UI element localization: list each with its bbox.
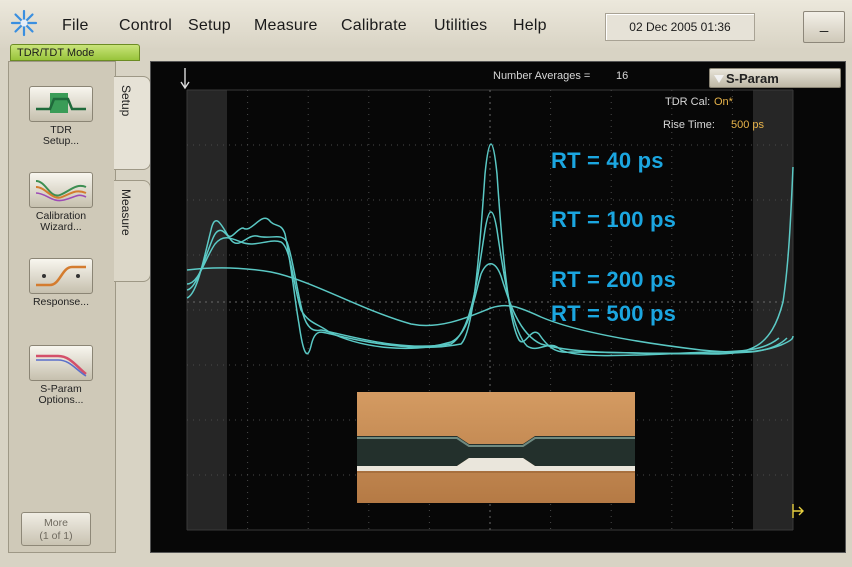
tdr-cal-value: On*: [714, 96, 733, 108]
tab-measure-label: Measure: [119, 189, 133, 236]
calibration-wizard-label: Calibration Wizard...: [35, 210, 87, 233]
transmission-line-photo: [357, 392, 635, 503]
s-param-button-label: S-Param: [726, 71, 779, 86]
tab-measure[interactable]: Measure: [114, 180, 151, 282]
s-param-options-icon: [29, 345, 93, 381]
scope-display: Number Averages = 16 S-Param TDR Cal: On…: [150, 61, 846, 553]
rise-time-value: 500 ps: [731, 119, 765, 131]
response-label: Response...: [32, 296, 90, 308]
s-param-button[interactable]: S-Param: [709, 68, 841, 88]
menu-measure[interactable]: Measure: [254, 17, 318, 34]
tab-setup[interactable]: Setup: [114, 76, 151, 170]
dropdown-triangle-icon: [714, 75, 724, 83]
rt-label-200ps: RT = 200 ps: [551, 267, 677, 292]
menu-utilities[interactable]: Utilities: [434, 17, 488, 34]
mode-tab[interactable]: TDR/TDT Mode: [10, 44, 140, 61]
left-panel: TDR Setup... Calibration Wizard... Respo…: [8, 61, 116, 553]
response-icon: [29, 258, 93, 294]
rt-label-500ps: RT = 500 ps: [551, 301, 677, 326]
datetime-display: 02 Dec 2005 01:36: [605, 13, 755, 41]
app-logo-icon: [10, 9, 38, 37]
calibration-wizard-button[interactable]: Calibration Wizard...: [19, 172, 103, 233]
number-averages-label: Number Averages =: [493, 70, 591, 82]
rise-time-label: Rise Time:: [663, 119, 715, 131]
menu-file[interactable]: File: [62, 17, 89, 34]
more-button[interactable]: More (1 of 1): [21, 512, 91, 546]
tdr-cal-label: TDR Cal:: [665, 96, 711, 108]
calibration-wizard-icon: [29, 172, 93, 208]
menu-calibrate[interactable]: Calibrate: [341, 17, 407, 34]
response-button[interactable]: Response...: [19, 258, 103, 308]
tdr-setup-icon: [29, 86, 93, 122]
tdr-setup-button[interactable]: TDR Setup...: [19, 86, 103, 147]
minimize-button[interactable]: _: [803, 11, 845, 43]
tdr-setup-label: TDR Setup...: [42, 124, 80, 147]
menu-bar: File Control Setup Measure Calibrate Uti…: [0, 0, 852, 48]
menu-setup[interactable]: Setup: [188, 17, 231, 34]
menu-control[interactable]: Control: [119, 17, 172, 34]
s-param-options-label: S-Param Options...: [38, 383, 84, 406]
number-averages-value: 16: [616, 70, 629, 82]
trace-rt-100ps: [186, 211, 780, 357]
rt-label-40ps: RT = 40 ps: [551, 148, 664, 173]
rt-label-100ps: RT = 100 ps: [551, 207, 677, 232]
trace-rt-40ps: [186, 143, 788, 355]
tab-setup-label: Setup: [119, 85, 133, 117]
s-param-options-button[interactable]: S-Param Options...: [19, 345, 103, 406]
menu-help[interactable]: Help: [513, 17, 547, 34]
